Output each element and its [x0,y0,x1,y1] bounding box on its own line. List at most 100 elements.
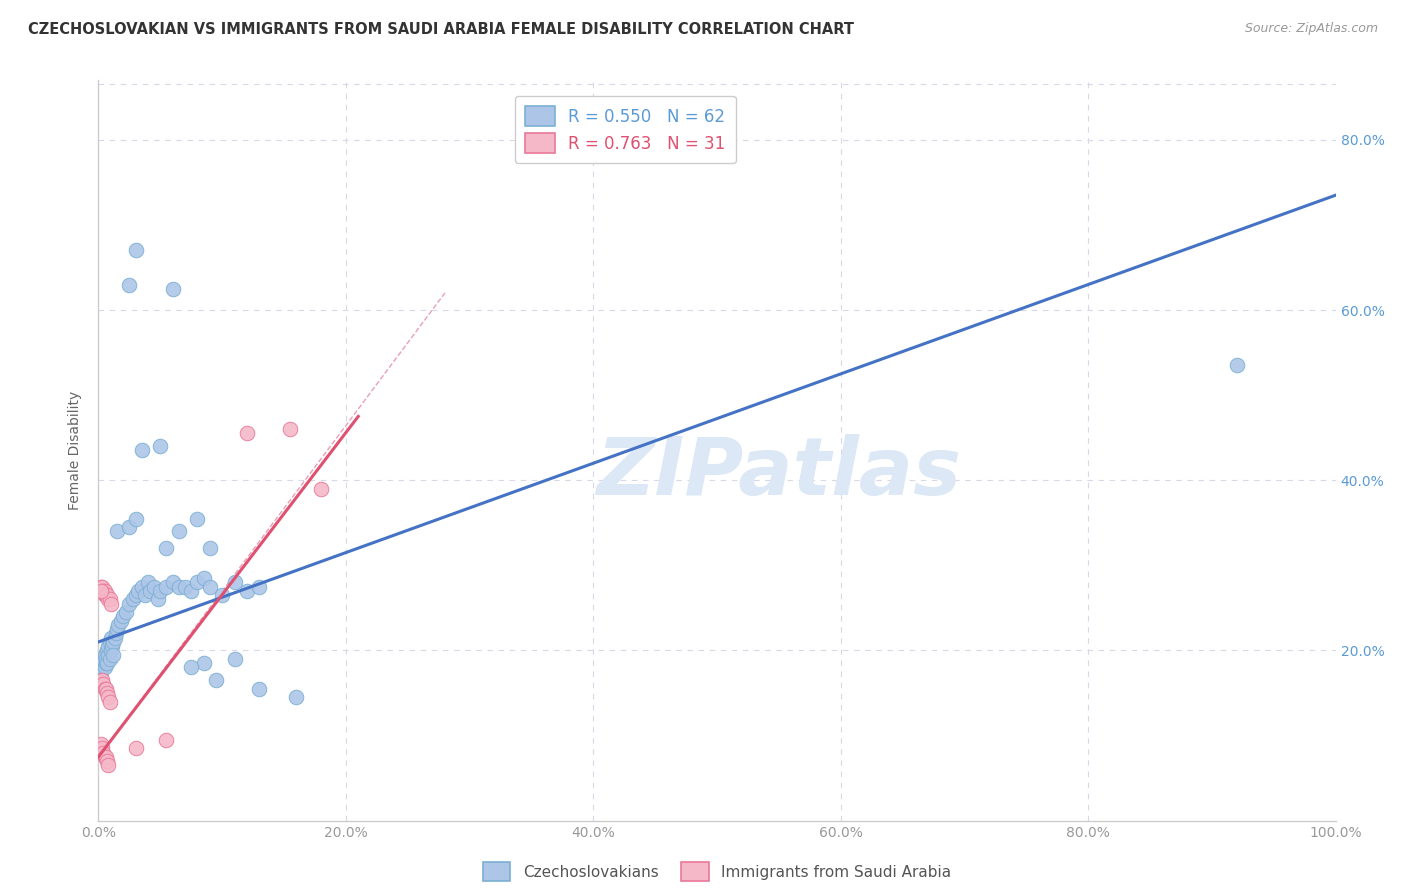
Point [90,677,112,691]
Point [155,541,177,556]
Point [98,652,121,666]
Point [94,588,117,602]
Point [112,609,135,624]
Point [139,583,162,598]
Point [97,639,120,653]
Point [93,588,115,602]
Text: Source: ZipAtlas.com: Source: ZipAtlas.com [1244,22,1378,36]
Point [90,583,112,598]
Point [224,652,246,666]
Point [96,686,118,700]
Point [97,690,120,705]
Point [211,588,233,602]
Point [90,580,112,594]
Point [93,677,115,691]
Point [131,580,153,594]
Point [167,580,190,594]
Point [97,592,120,607]
Point [105,524,128,539]
Point [124,511,146,525]
Point [162,575,184,590]
Point [93,749,115,764]
Point [155,732,177,747]
Point [278,422,301,436]
Point [247,681,270,696]
Point [131,443,153,458]
Point [100,643,122,657]
Point [118,597,141,611]
Point [136,575,159,590]
Point [122,592,145,607]
Point [93,583,115,598]
Point [198,541,221,556]
Point [193,571,215,585]
Point [180,583,202,598]
Point [146,592,169,607]
Point [97,758,120,772]
Point [162,282,184,296]
Point [96,657,118,671]
Point [143,580,166,594]
Y-axis label: Female Disability: Female Disability [69,391,83,510]
Point [104,626,127,640]
Point [124,588,146,602]
Point [118,520,141,534]
Point [105,622,128,636]
Point [101,639,124,653]
Point [91,660,114,674]
Point [110,614,132,628]
Point [134,588,156,602]
Point [180,660,202,674]
Point [93,583,115,598]
Point [93,681,115,696]
Point [97,648,120,662]
Point [93,652,115,666]
Point [236,583,259,598]
Point [1226,359,1249,373]
Point [94,681,117,696]
Point [103,635,125,649]
Point [93,660,115,674]
Point [93,746,115,760]
Point [107,618,129,632]
Point [94,657,117,671]
Point [167,524,190,539]
Point [114,605,136,619]
Point [94,749,117,764]
Point [155,580,177,594]
Point [103,631,125,645]
Text: CZECHOSLOVAKIAN VS IMMIGRANTS FROM SAUDI ARABIA FEMALE DISABILITY CORRELATION CH: CZECHOSLOVAKIAN VS IMMIGRANTS FROM SAUDI… [28,22,853,37]
Point [96,643,118,657]
Point [186,575,208,590]
Point [96,588,118,602]
Point [100,631,122,645]
Point [247,580,270,594]
Point [93,648,115,662]
Point [91,673,114,688]
Point [94,652,117,666]
Point [127,583,149,598]
Legend: Czechoslovakians, Immigrants from Saudi Arabia: Czechoslovakians, Immigrants from Saudi … [477,856,957,887]
Point [90,737,112,751]
Point [224,575,246,590]
Point [124,741,146,756]
Point [98,635,121,649]
Point [285,690,308,705]
Text: ZIPatlas: ZIPatlas [596,434,962,512]
Point [309,482,332,496]
Point [174,580,197,594]
Point [91,580,114,594]
Point [198,580,221,594]
Point [193,657,215,671]
Point [91,741,114,756]
Point [103,648,125,662]
Point [149,439,172,453]
Point [186,511,208,525]
Point [98,592,121,607]
Point [205,673,228,688]
Point [236,426,259,441]
Point [90,665,112,679]
Point [100,597,122,611]
Point [124,244,146,258]
Point [98,694,121,708]
